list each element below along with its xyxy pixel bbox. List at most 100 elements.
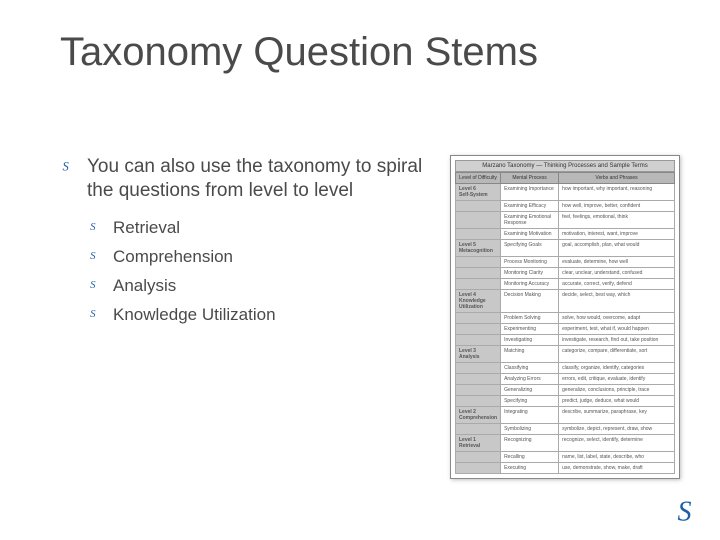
level-cell: Level 3 Analysis: [456, 346, 501, 363]
table-row: Executinguse, demonstrate, show, make, d…: [456, 463, 675, 474]
process-cell: Analyzing Errors: [501, 374, 559, 385]
verbs-cell: accurate, correct, verify, defend: [559, 279, 675, 290]
process-cell: Examining Efficacy: [501, 201, 559, 212]
level-cell: [456, 452, 501, 463]
level-cell: [456, 363, 501, 374]
table-row: Classifyingclassify, organize, identify,…: [456, 363, 675, 374]
process-cell: Integrating: [501, 407, 559, 424]
process-cell: Examining Emotional Response: [501, 212, 559, 229]
list-item: S Comprehension: [88, 246, 430, 267]
sub-bullet-text: Analysis: [113, 275, 176, 296]
process-cell: Specifying: [501, 396, 559, 407]
verbs-cell: describe, summarize, paraphrase, key: [559, 407, 675, 424]
verbs-cell: predict, judge, deduce, what would: [559, 396, 675, 407]
verbs-cell: categorize, compare, differentiate, sort: [559, 346, 675, 363]
bullet-glyph-icon: S: [88, 278, 101, 296]
level-cell: [456, 463, 501, 474]
sub-bullet-text: Comprehension: [113, 246, 233, 267]
table-row: Experimentingexperiment, test, what if, …: [456, 324, 675, 335]
process-cell: Experimenting: [501, 324, 559, 335]
verbs-cell: symbolize, depict, represent, draw, show: [559, 424, 675, 435]
svg-text:S: S: [90, 308, 96, 320]
svg-text:S: S: [63, 159, 70, 173]
bullet-glyph-icon: S: [60, 159, 75, 179]
list-item: S Analysis: [88, 275, 430, 296]
process-cell: Matching: [501, 346, 559, 363]
slide-title: Taxonomy Question Stems: [60, 30, 680, 75]
table-row: Recallingname, list, label, state, descr…: [456, 452, 675, 463]
flourish-icon: S: [674, 497, 702, 530]
table-row: Examining Emotional Responsefeel, feelin…: [456, 212, 675, 229]
verbs-cell: evaluate, determine, how well: [559, 257, 675, 268]
table-row: Process Monitoringevaluate, determine, h…: [456, 257, 675, 268]
level-cell: [456, 201, 501, 212]
table-row: Problem Solvingsolve, how would, overcom…: [456, 313, 675, 324]
process-cell: Process Monitoring: [501, 257, 559, 268]
svg-text:S: S: [90, 250, 96, 262]
process-cell: Decision Making: [501, 290, 559, 313]
process-cell: Monitoring Accuracy: [501, 279, 559, 290]
process-cell: Classifying: [501, 363, 559, 374]
chart-col-header: Mental Process: [501, 173, 559, 184]
table-row: Level 5 MetacognitionSpecifying Goalsgoa…: [456, 240, 675, 257]
svg-text:S: S: [678, 497, 692, 525]
list-item: S Knowledge Utilization: [88, 304, 430, 325]
verbs-cell: decide, select, best way, which: [559, 290, 675, 313]
svg-text:S: S: [90, 279, 96, 291]
chart-frame: Marzano Taxonomy — Thinking Processes an…: [450, 155, 680, 479]
main-bullet: S You can also use the taxonomy to spira…: [60, 155, 430, 203]
table-row: Level 3 AnalysisMatchingcategorize, comp…: [456, 346, 675, 363]
table-row: Level 4 Knowledge UtilizationDecision Ma…: [456, 290, 675, 313]
table-row: Level 6 Self-SystemExamining Importanceh…: [456, 184, 675, 201]
process-cell: Monitoring Clarity: [501, 268, 559, 279]
table-row: Examining Efficacyhow well, improve, bet…: [456, 201, 675, 212]
level-cell: Level 5 Metacognition: [456, 240, 501, 257]
verbs-cell: solve, how would, overcome, adapt: [559, 313, 675, 324]
chart-col-header: Level of Difficulty: [456, 173, 501, 184]
process-cell: Examining Importance: [501, 184, 559, 201]
table-row: Level 1 RetrievalRecognizingrecognize, s…: [456, 435, 675, 452]
verbs-cell: clear, unclear, understand, confused: [559, 268, 675, 279]
level-cell: [456, 257, 501, 268]
list-item: S Retrieval: [88, 217, 430, 238]
process-cell: Investigating: [501, 335, 559, 346]
process-cell: Generalizing: [501, 385, 559, 396]
verbs-cell: classify, organize, identify, categories: [559, 363, 675, 374]
verbs-cell: feel, feelings, emotional, think: [559, 212, 675, 229]
verbs-cell: generalize, conclusions, principle, trac…: [559, 385, 675, 396]
verbs-cell: how well, improve, better, confident: [559, 201, 675, 212]
chart-title: Marzano Taxonomy — Thinking Processes an…: [455, 160, 675, 172]
svg-text:S: S: [90, 220, 96, 232]
verbs-cell: errors, edit, critique, evaluate, identi…: [559, 374, 675, 385]
level-cell: [456, 229, 501, 240]
verbs-cell: name, list, label, state, describe, who: [559, 452, 675, 463]
table-row: Specifyingpredict, judge, deduce, what w…: [456, 396, 675, 407]
process-cell: Symbolizing: [501, 424, 559, 435]
table-row: Investigatinginvestigate, research, find…: [456, 335, 675, 346]
verbs-cell: goal, accomplish, plan, what would: [559, 240, 675, 257]
table-row: Analyzing Errorserrors, edit, critique, …: [456, 374, 675, 385]
process-cell: Executing: [501, 463, 559, 474]
verbs-cell: use, demonstrate, show, make, draft: [559, 463, 675, 474]
process-cell: Problem Solving: [501, 313, 559, 324]
table-row: Monitoring Clarityclear, unclear, unders…: [456, 268, 675, 279]
text-column: S You can also use the taxonomy to spira…: [50, 155, 430, 334]
main-bullet-text: You can also use the taxonomy to spiral …: [87, 155, 430, 203]
table-row: Examining Motivationmotivation, interest…: [456, 229, 675, 240]
content-row: S You can also use the taxonomy to spira…: [50, 155, 680, 479]
verbs-cell: motivation, interest, want, improve: [559, 229, 675, 240]
bullet-glyph-icon: S: [88, 249, 101, 267]
chart-col-header: Verbs and Phrases: [559, 173, 675, 184]
verbs-cell: investigate, research, find out, take po…: [559, 335, 675, 346]
level-cell: Level 4 Knowledge Utilization: [456, 290, 501, 313]
verbs-cell: experiment, test, what if, would happen: [559, 324, 675, 335]
table-row: Monitoring Accuracyaccurate, correct, ve…: [456, 279, 675, 290]
level-cell: [456, 324, 501, 335]
bullet-glyph-icon: S: [88, 220, 101, 238]
table-row: Generalizinggeneralize, conclusions, pri…: [456, 385, 675, 396]
table-row: Level 2 ComprehensionIntegratingdescribe…: [456, 407, 675, 424]
process-cell: Recalling: [501, 452, 559, 463]
level-cell: [456, 424, 501, 435]
level-cell: [456, 313, 501, 324]
sub-bullet-text: Knowledge Utilization: [113, 304, 276, 325]
